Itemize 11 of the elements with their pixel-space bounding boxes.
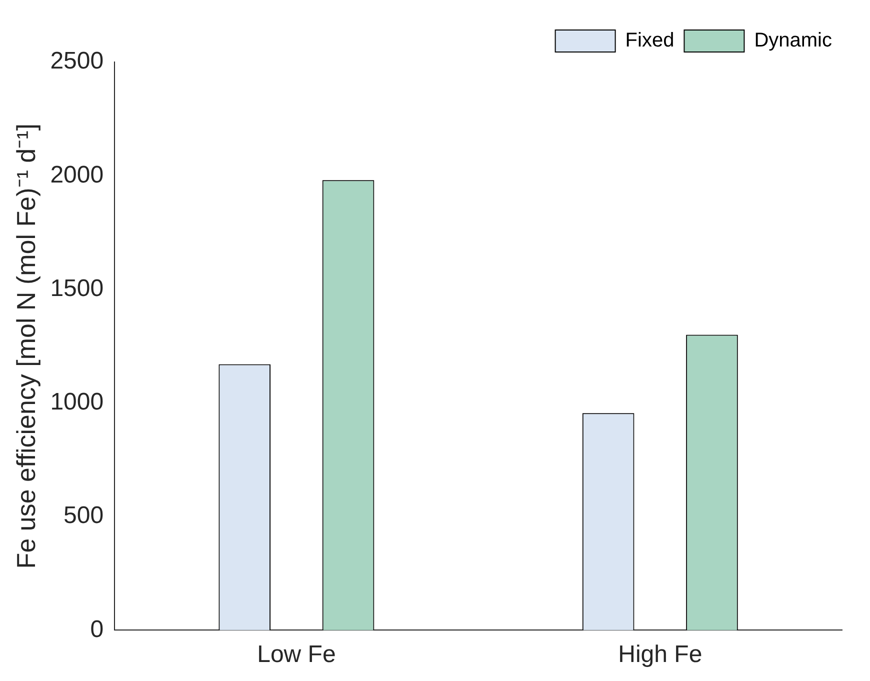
y-tick-label: 2500 <box>50 48 104 75</box>
y-tick-label: 500 <box>64 502 104 530</box>
y-tick-label: 0 <box>90 616 104 643</box>
y-tick-label: 2000 <box>50 161 104 188</box>
legend-label: Fixed <box>625 30 674 52</box>
x-tick-label: High Fe <box>618 641 702 668</box>
x-tick-label: Low Fe <box>257 641 336 668</box>
y-axis-title: Fe use efficiency [mol N (mol Fe)⁻¹ d⁻¹] <box>10 124 41 569</box>
legend-label: Dynamic <box>754 30 832 52</box>
y-tick-label: 1000 <box>50 388 104 416</box>
y-tick-label: 1500 <box>50 274 104 302</box>
